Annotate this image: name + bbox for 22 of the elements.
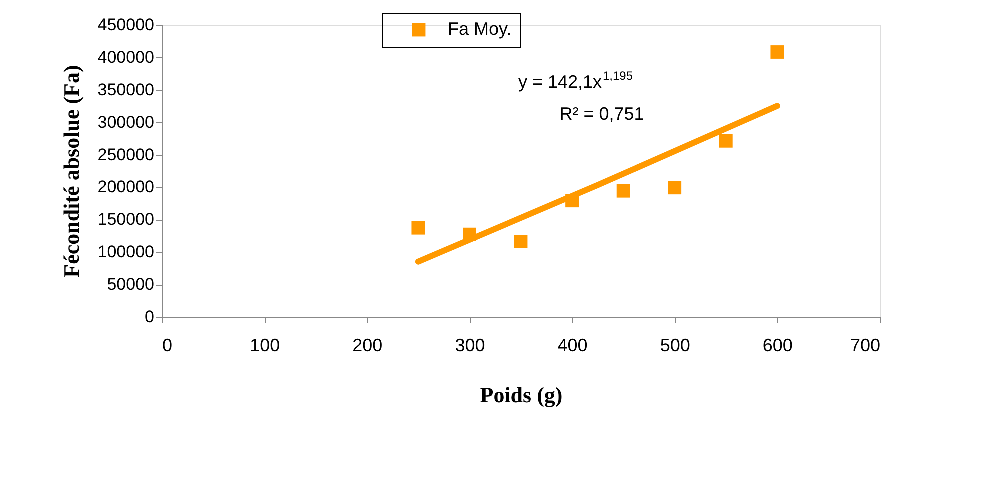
y-tick-label: 200000 xyxy=(98,178,154,197)
y-tick-label: 400000 xyxy=(98,48,154,67)
y-tick-label: 50000 xyxy=(107,275,154,294)
y-axis-title: Fécondité absolue (Fa) xyxy=(58,65,84,278)
y-tick-label: 250000 xyxy=(98,145,154,164)
x-tick-label: 600 xyxy=(762,336,793,356)
x-tick-label: 700 xyxy=(850,336,880,356)
x-tick-label: 500 xyxy=(660,336,690,356)
x-axis-title: Poids (g) xyxy=(480,382,563,408)
y-tick-label: 450000 xyxy=(98,16,154,34)
y-tick-label: 100000 xyxy=(98,242,154,262)
x-tick-label: 400 xyxy=(558,336,588,356)
y-tick-label: 350000 xyxy=(98,80,154,100)
y-tick-label: 300000 xyxy=(98,112,154,132)
y-tick-label: 150000 xyxy=(98,210,154,230)
annotation: R² = 0,751 xyxy=(560,104,644,124)
y-tick-label: 0 xyxy=(145,308,154,326)
x-tick-label: 200 xyxy=(352,336,383,356)
x-tick-label: 0 xyxy=(162,336,173,356)
x-tick-label: 100 xyxy=(250,336,280,356)
x-tick-label: 300 xyxy=(455,336,486,356)
legend-label: Fa Moy. xyxy=(448,19,512,39)
